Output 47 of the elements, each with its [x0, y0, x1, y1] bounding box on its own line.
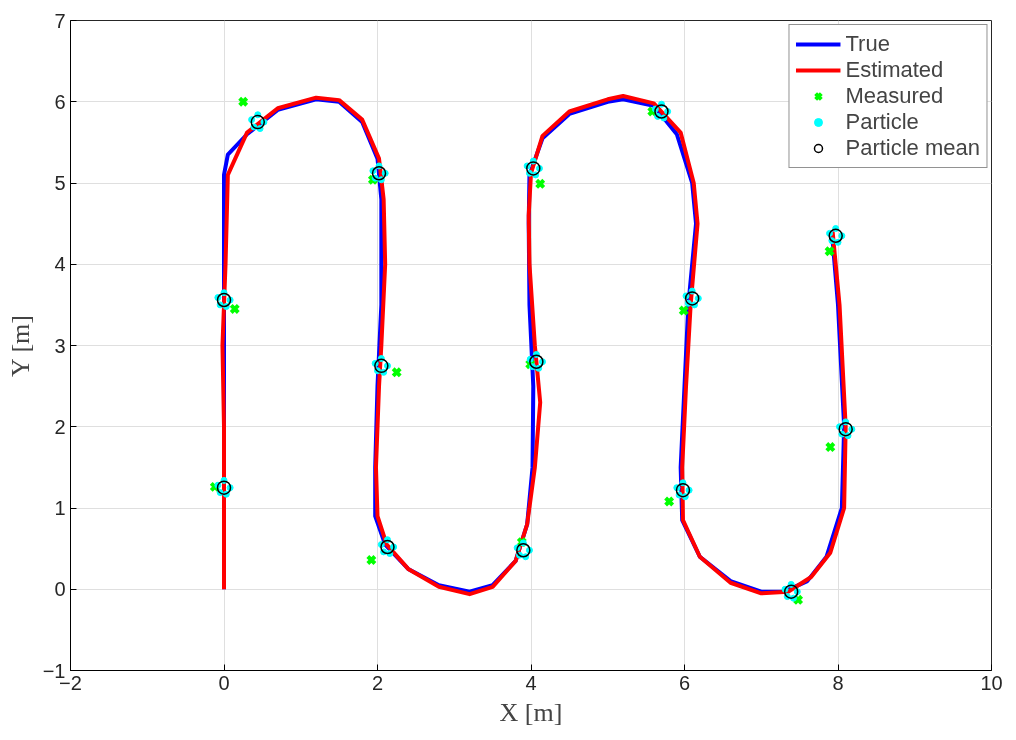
point [391, 366, 403, 378]
point [365, 554, 377, 566]
x-tick-label: 6 [678, 671, 691, 694]
y-tick-label: 6 [54, 90, 66, 113]
point [534, 178, 546, 190]
y-axis-title: Y [m] [5, 315, 35, 377]
point [838, 421, 853, 437]
point [250, 114, 266, 130]
y-tick-label: 4 [54, 253, 66, 276]
point [678, 305, 690, 317]
x-tick-label: 10 [980, 671, 1003, 694]
y-tick-label: 1 [54, 497, 66, 519]
y-tick-label: 7 [54, 9, 66, 32]
point [824, 441, 836, 453]
x-tick-label: 4 [525, 671, 537, 694]
point [237, 96, 249, 108]
point [675, 482, 691, 498]
point [371, 166, 387, 181]
point [380, 539, 395, 555]
y-tick-label: 0 [54, 578, 66, 601]
x-tick-label: 0 [218, 671, 230, 694]
point [529, 354, 544, 369]
point [374, 358, 389, 374]
y-tick-label: 3 [54, 334, 66, 357]
y-tick-label: 2 [54, 415, 66, 438]
point [684, 291, 700, 306]
point [824, 245, 836, 257]
y-tick-label: −1 [42, 659, 66, 682]
point [367, 174, 379, 186]
point [216, 480, 232, 495]
x-tick-label: 8 [832, 671, 844, 694]
legend-label: Estimated [845, 57, 944, 83]
point [783, 584, 799, 599]
x-tick-label: 2 [371, 671, 384, 694]
legend-label: Measured [845, 83, 944, 109]
point [516, 543, 531, 558]
point [229, 303, 241, 315]
point [654, 104, 669, 119]
legend-label: Particle [845, 109, 919, 135]
point [526, 161, 541, 176]
legend-label: Particle mean [845, 135, 980, 161]
y-tick-label: 5 [54, 172, 66, 194]
x-axis-title: X [m] [499, 697, 563, 727]
point [216, 292, 232, 308]
point [663, 495, 675, 508]
point [828, 228, 843, 244]
legend-label: True [845, 31, 890, 57]
